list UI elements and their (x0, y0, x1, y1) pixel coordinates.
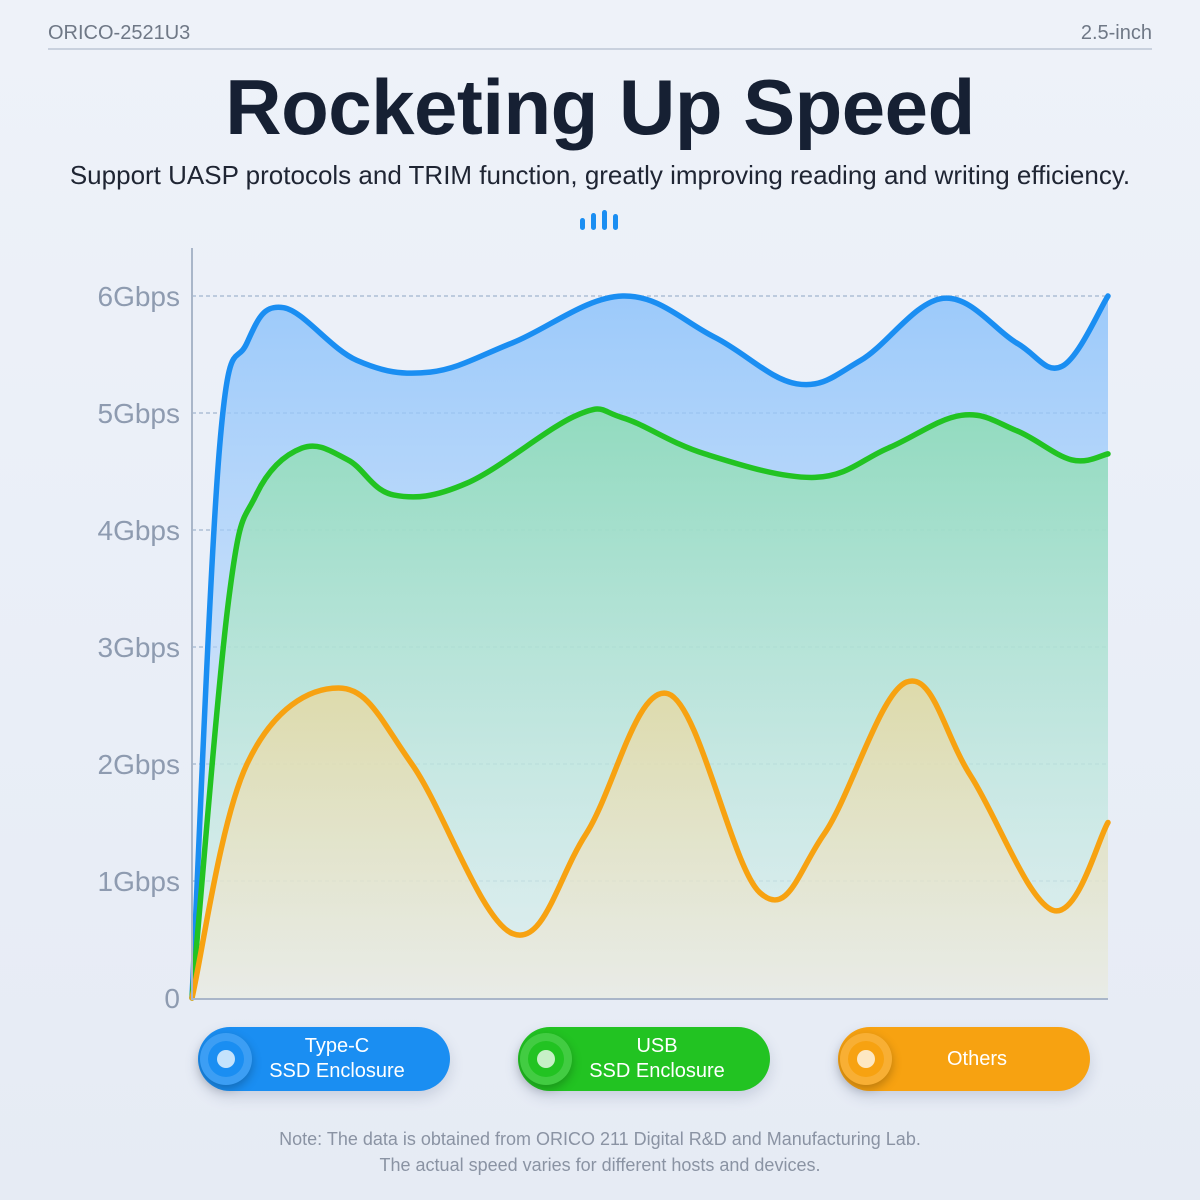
series-line-usb (189, 406, 1111, 1001)
y-tick-labels: 0 1Gbps 2Gbps 3Gbps 4Gbps 5Gbps 6Gbps (98, 281, 181, 1014)
page-title: Rocketing Up Speed (225, 63, 975, 151)
legend-dot-icon (520, 1033, 572, 1085)
legend-label-others: Others (946, 1047, 1008, 1070)
y-tick-label: 0 (164, 983, 180, 1014)
y-tick-label: 6Gbps (98, 281, 181, 312)
legend-item-others: Others (838, 1027, 1090, 1091)
page-subtitle: Support UASP protocols and TRIM function… (69, 160, 1131, 190)
series-area-others (192, 680, 1108, 998)
y-tick-label: 3Gbps (98, 632, 181, 663)
series-lines (189, 293, 1111, 1001)
series-areas (192, 295, 1108, 998)
y-tick-label: 5Gbps (98, 398, 181, 429)
y-tick-label: 4Gbps (98, 515, 181, 546)
y-tick-label: 1Gbps (98, 866, 181, 897)
axes (191, 248, 1108, 1000)
signal-bars-icon (580, 210, 618, 230)
top-bar: ORICO-2521U3 2.5-inch (48, 18, 1152, 50)
legend-item-typec: Type-C SSD Enclosure (198, 1027, 450, 1091)
legend-dot-icon (840, 1033, 892, 1085)
legend-label-typec: Type-C SSD Enclosure (269, 1035, 405, 1082)
size-label: 2.5-inch (1080, 21, 1152, 44)
y-tick-label: 2Gbps (98, 749, 181, 780)
series-line-typec (189, 293, 1111, 1001)
legend-item-usb: USB SSD Enclosure (518, 1027, 770, 1091)
series-line-others (189, 678, 1111, 1001)
model-label: ORICO-2521U3 (48, 21, 191, 44)
footnote: Note: The data is obtained from ORICO 21… (279, 1129, 921, 1175)
speed-chart: 0 1Gbps 2Gbps 3Gbps 4Gbps 5Gbps 6Gbps (98, 248, 1111, 1014)
legend-label-usb: USB SSD Enclosure (589, 1035, 725, 1082)
legend-dot-icon (200, 1033, 252, 1085)
